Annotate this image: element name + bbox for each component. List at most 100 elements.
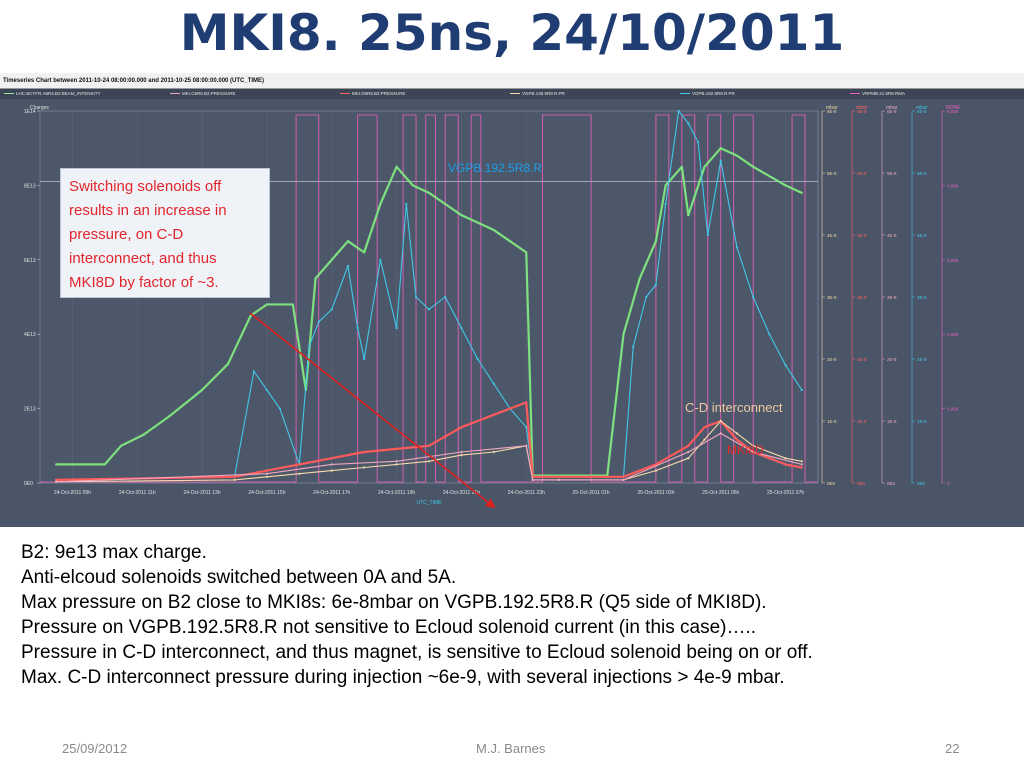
data-point (249, 314, 252, 317)
right-axis-tick-label: 3E-8 (887, 295, 897, 300)
data-point (427, 191, 431, 194)
data-point (531, 478, 534, 481)
data-point (752, 295, 755, 299)
note-line: Pressure on VGPB.192.5R8.R not sensitive… (21, 617, 757, 638)
right-axis-tick-label: 1E-8 (857, 419, 867, 424)
x-tick-label: 24-Oct-2011 13h (184, 490, 221, 496)
x-tick-label: 24-Oct-2011 11h (119, 490, 156, 496)
data-point (719, 419, 722, 423)
data-point (752, 165, 755, 168)
data-point (265, 303, 269, 306)
right-axis-tick-label: 3E-8 (827, 295, 837, 300)
data-point (317, 320, 320, 323)
data-point (168, 414, 171, 418)
data-point (278, 407, 281, 410)
data-point (363, 450, 366, 454)
annotation-line: MKI8D by factor of ~3. (69, 274, 219, 291)
right-axis-tick-label: 6E-8 (857, 109, 867, 114)
data-point (800, 460, 803, 463)
data-point (379, 202, 382, 206)
left-axis-tick-label: 2E13 (24, 407, 36, 413)
footer-page-number: 22 (945, 741, 960, 756)
data-point (680, 165, 683, 168)
data-point (696, 140, 700, 144)
footer-date: 25/09/2012 (62, 741, 128, 756)
x-tick-label: 24-Oct-2011 09h (54, 490, 91, 496)
right-axis-tick-label: 2E-8 (857, 357, 867, 362)
data-point (492, 382, 495, 385)
data-point (330, 308, 333, 311)
right-axis-tick-label: 1E-8 (917, 419, 927, 424)
data-point (395, 165, 398, 168)
note-line: Pressure in C-D interconnect, and thus m… (21, 642, 813, 663)
right-axis-tick-label: 0 (947, 481, 950, 486)
x-tick-label: 24-Oct-2011 15h (248, 490, 285, 496)
right-axis-tick-label: 2E-8 (917, 357, 927, 362)
data-point (330, 469, 333, 472)
data-point (226, 362, 230, 366)
right-axis-tick-label: 2,000 (947, 332, 959, 337)
notes-list: B2: 9e13 max charge. Anti-elcoud solenoi… (21, 540, 1011, 690)
x-tick-label: 24-Oct-2011 21h (443, 490, 480, 496)
right-axis-tick-label: 0E0 (857, 481, 866, 486)
data-point (405, 202, 408, 206)
right-axis-label: mbar (916, 105, 928, 111)
legend-entry: VGPB.138.5R8.R.PR (510, 89, 565, 99)
annotation-line: results in an increase in (69, 202, 227, 219)
right-axis-tick-label: 5E-8 (827, 171, 837, 176)
right-axis-label: mbar (856, 105, 868, 111)
data-point (444, 202, 447, 206)
right-axis-tick-label: 4E-8 (827, 233, 837, 238)
data-point (687, 122, 690, 125)
legend-entry: MKI.C5R8.B2:PRESSURE (170, 89, 236, 99)
data-point (460, 214, 463, 217)
data-point (508, 407, 512, 410)
data-point (476, 357, 479, 361)
data-point (356, 326, 359, 330)
right-axis-tick-label: 2E-8 (887, 357, 897, 362)
right-axis-tick-label: 2E-8 (827, 357, 837, 362)
data-point (719, 159, 722, 162)
right-axis-tick-label: 5E-8 (917, 171, 927, 176)
data-point (687, 457, 690, 460)
annotation-box: Switching solenoids off results in an in… (60, 168, 270, 298)
data-point (346, 240, 350, 243)
annotation-arrow (249, 312, 496, 509)
chart-screenshot: Timeseries Chart between 2011-10-24 08:0… (0, 73, 1024, 527)
data-point (492, 413, 495, 416)
data-point (492, 450, 495, 454)
data-point (703, 426, 706, 429)
note-line: Max. C-D interconnect pressure during in… (21, 667, 785, 688)
data-point (395, 326, 398, 330)
right-axis-tick-label: 4E-8 (857, 233, 867, 238)
right-axis-tick-label: 5E-8 (857, 171, 867, 176)
data-point (752, 444, 755, 447)
data-point (427, 460, 431, 463)
data-point (800, 388, 803, 392)
data-point (55, 478, 58, 481)
data-point (252, 370, 256, 373)
slide-title: MKI8. 25ns, 24/10/2011 (179, 4, 845, 62)
data-point (677, 109, 680, 113)
data-point (706, 233, 709, 237)
data-point (298, 463, 301, 466)
data-point (460, 326, 463, 330)
x-tick-label: 25-Oct-2011 05h (702, 490, 739, 496)
data-point (654, 463, 658, 466)
right-axis-label: mbar (886, 105, 898, 111)
right-axis-tick-label: 4E-8 (917, 233, 927, 238)
right-axis-tick-label: 1E-8 (887, 419, 897, 424)
x-axis-label: UTC_TIME (417, 500, 443, 506)
left-axis-tick-label: 1E14 (24, 109, 36, 115)
data-point (307, 345, 311, 348)
data-point (476, 419, 479, 423)
data-point (460, 426, 463, 429)
data-point (654, 240, 658, 243)
data-point (645, 295, 648, 299)
right-axis-tick-label: 0E0 (827, 481, 836, 486)
left-axis-tick-label: 6E13 (24, 258, 36, 264)
data-point (735, 432, 739, 435)
chart-window-header: Timeseries Chart between 2011-10-24 08:0… (0, 73, 1024, 89)
data-point (55, 480, 58, 483)
x-tick-label: 24-Oct-2011 19h (378, 490, 415, 496)
